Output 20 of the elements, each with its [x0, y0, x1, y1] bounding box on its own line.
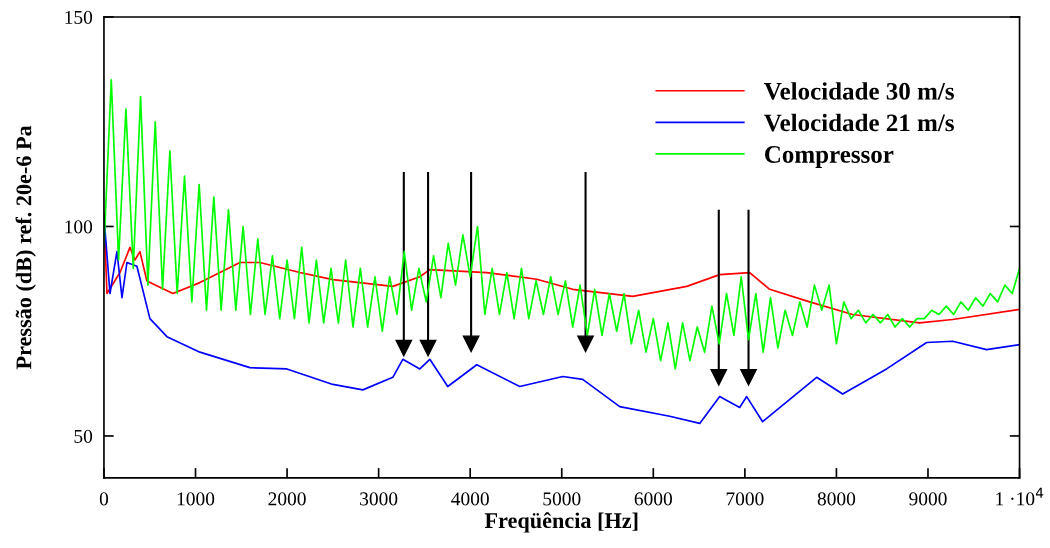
x-axis-title: Freqüência [Hz]	[484, 512, 638, 533]
x-tick-label: 8000	[817, 492, 856, 506]
y-tick-label: 100	[65, 220, 93, 234]
x-tick-label: 2000	[268, 492, 306, 506]
legend-label: Velocidade 21 m/s	[764, 113, 954, 132]
y-tick-label: 50	[74, 429, 93, 443]
x-tick-label: 5000	[543, 492, 581, 506]
legend-label: Compressor	[765, 146, 894, 168]
x-tick-label: 0	[99, 492, 109, 506]
y-axis-title: Pressão (dB) ref. 20e-6 Pa	[15, 125, 36, 370]
legend-label: Velocidade 30 m/s	[764, 82, 954, 100]
x-tick-label: 7000	[726, 492, 764, 506]
x-tick-label: 3000	[360, 492, 398, 506]
x-tick-label: 1 ·10$^{4}$	[996, 487, 1044, 506]
y-tick-label: 150	[65, 10, 93, 24]
x-tick-label: 4000	[451, 492, 489, 506]
line-series	[103, 78, 1020, 370]
x-tick-label: 9000	[909, 492, 947, 506]
x-tick-label: 6000	[634, 492, 673, 506]
x-tick-label: 1000	[177, 492, 215, 506]
